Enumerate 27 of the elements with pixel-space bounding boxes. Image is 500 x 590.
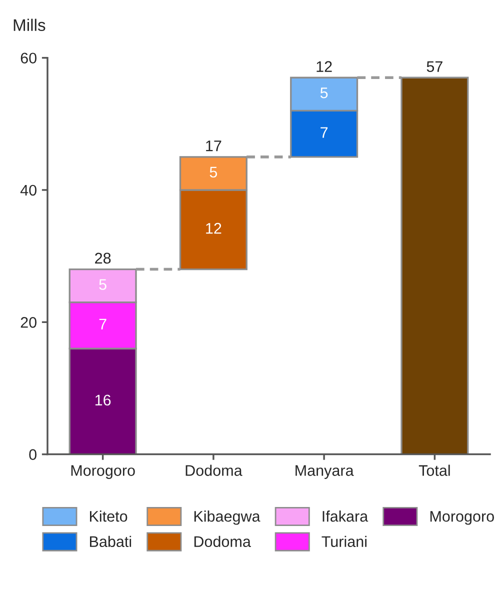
legend-label: Dodoma (194, 536, 251, 548)
data-label: 5 (210, 166, 218, 178)
y-tick-label: 40 (20, 184, 36, 196)
x-tick-label: Manyara (296, 465, 354, 479)
legend-label: Babati (90, 536, 132, 548)
y-tick-label: 0 (29, 449, 36, 460)
y-tick-label: 60 (20, 52, 36, 64)
total-label: 28 (95, 252, 111, 264)
x-tick-label: Total (418, 464, 450, 476)
total-label: 12 (316, 61, 332, 72)
legend-label: Kibaegwa (194, 510, 260, 525)
data-label: 5 (99, 279, 106, 290)
x-tick-label: Morogoro (71, 465, 135, 479)
y-tick-label: 20 (20, 317, 36, 328)
data-label: 7 (320, 127, 328, 138)
legend-label: Turiani (322, 536, 366, 548)
legend-label: Kiteto (90, 510, 128, 522)
data-label: 16 (95, 394, 111, 406)
total-label: 17 (206, 140, 222, 152)
data-label: 5 (320, 88, 328, 98)
data-label: 12 (206, 222, 222, 234)
legend-label: Morogoro (430, 511, 494, 525)
y-axis-title: Mills (14, 18, 46, 32)
legend-label: Ifakara (322, 510, 368, 522)
data-label: 7 (99, 318, 106, 330)
total-label: 57 (426, 61, 442, 72)
x-tick-label: Dodoma (186, 464, 242, 476)
